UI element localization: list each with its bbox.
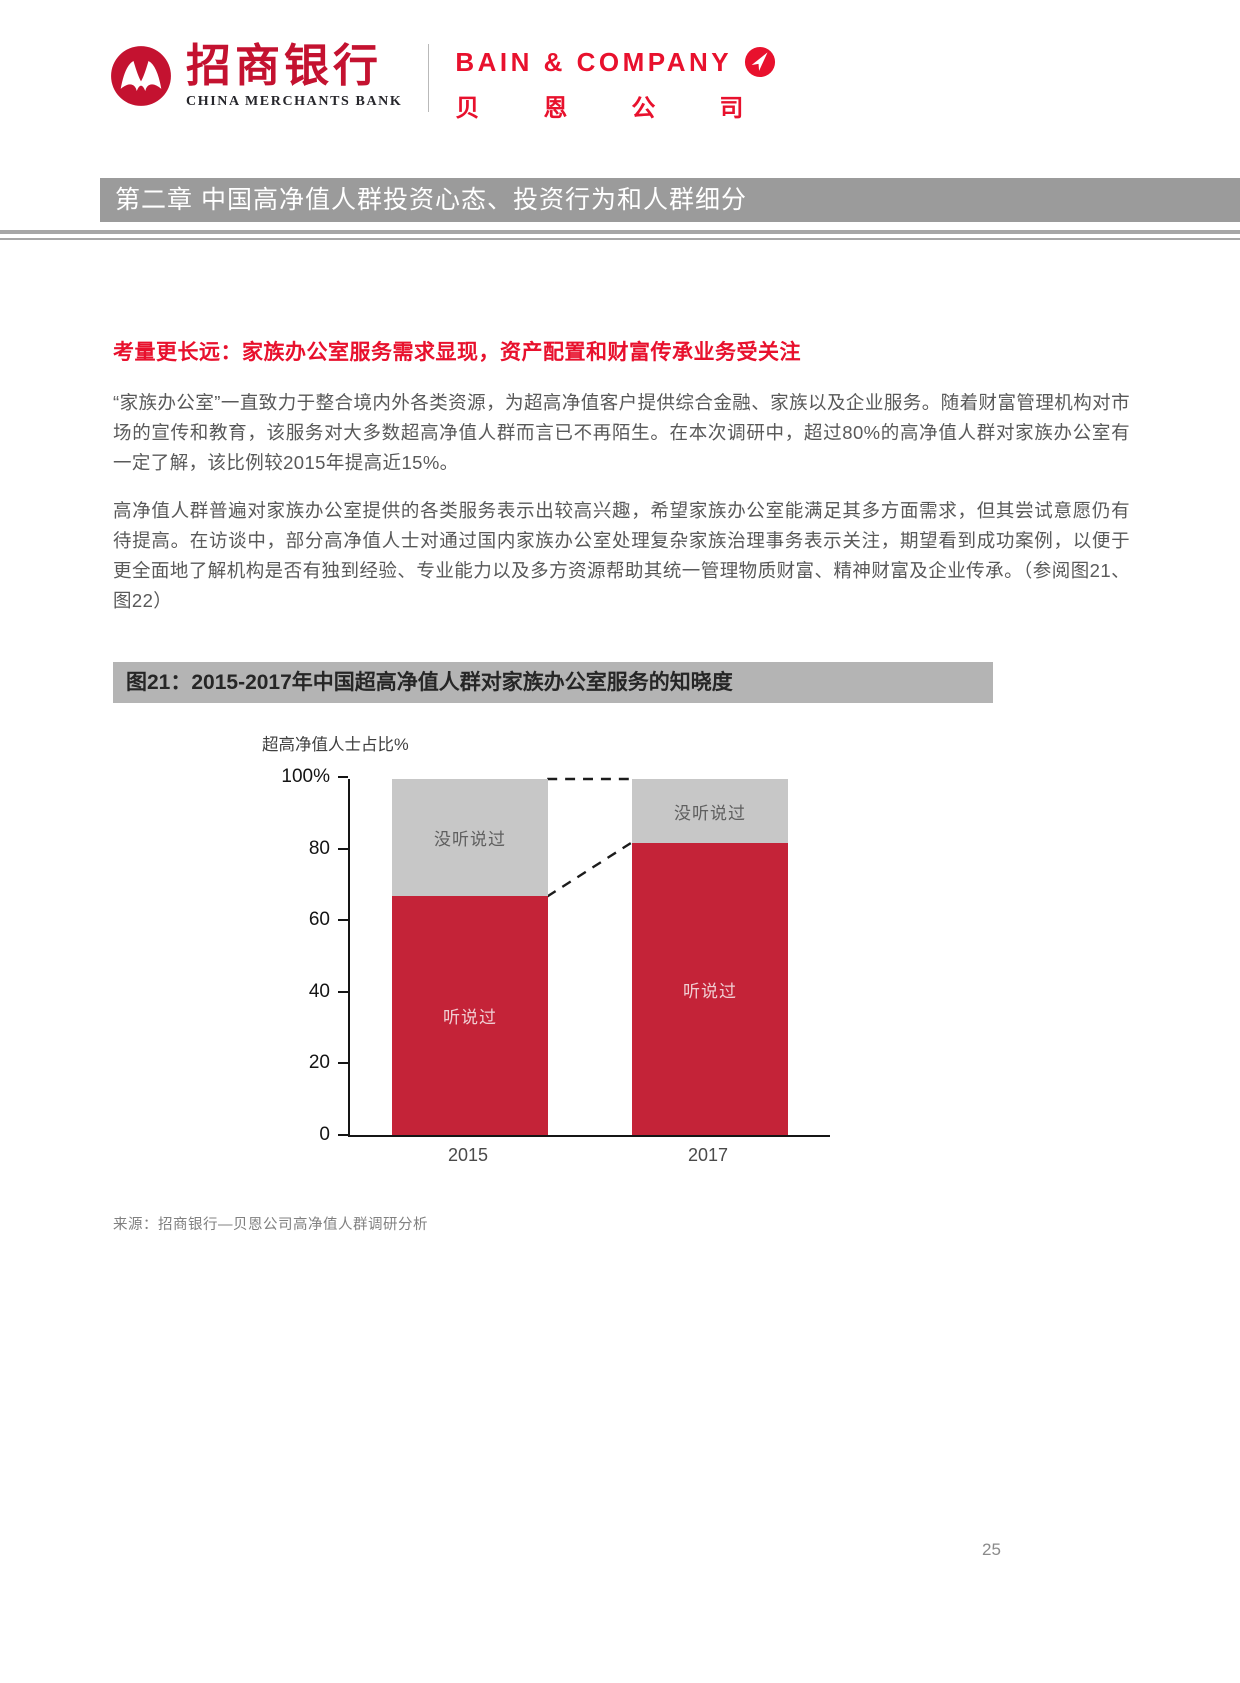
bar-segment-label: 没听说过 <box>434 830 506 850</box>
y-axis-tick-mark <box>338 1134 348 1136</box>
bar-segment-not-heard: 没听说过 <box>392 779 548 897</box>
y-axis-tick-label: 0 <box>319 1124 330 1145</box>
stacked-bar-2015: 没听说过 听说过 <box>392 779 548 1135</box>
cmb-logo-icon <box>111 46 171 107</box>
plot-area: 0 20 40 60 80 100% 没听说过 听说过 没听说过 听说过 <box>281 766 830 1145</box>
source-note: 来源：招商银行—贝恩公司高净值人群调研分析 <box>113 1217 428 1233</box>
cmb-name-en: CHINA MERCHANTS BANK <box>186 94 403 110</box>
figure-chart: 超高净值人士占比% 0 20 40 60 80 100% 没听说过 听说过 没听说过 听说过 20… <box>113 731 1130 1173</box>
divider-rule-thick <box>0 230 1240 234</box>
cmb-logo: 招商银行 CHINA MERCHANTS BANK <box>110 42 402 110</box>
bar-segment-heard: 听说过 <box>632 843 788 1135</box>
x-axis-tick-label: 2015 <box>447 1145 489 1165</box>
header-divider <box>428 44 430 112</box>
chapter-title: 第二章 中国高净值人群投资心态、投资行为和人群细分 <box>115 186 747 214</box>
x-axis-tick-label: 2017 <box>687 1145 729 1165</box>
figure-title-bar: 图21：2015-2017年中国超高净值人群对家族办公室服务的知晓度 <box>113 662 993 703</box>
y-axis-tick-mark <box>338 776 348 778</box>
y-axis-tick-mark <box>338 847 348 850</box>
bain-compass-icon <box>745 46 776 78</box>
page-number: 25 <box>982 1540 1001 1559</box>
section-heading: 考量更长远：家族办公室服务需求显现，资产配置和财富传承业务受关注 <box>113 341 801 364</box>
bar-segment-label: 没听说过 <box>674 803 746 823</box>
y-axis-tick-label: 100% <box>281 766 330 787</box>
cmb-name-cn: 招商银行 <box>186 39 383 92</box>
y-axis-tick-label: 80 <box>308 837 330 859</box>
cmb-wordmark: 招商银行 CHINA MERCHANTS BANK <box>186 42 402 110</box>
bar-segment-label: 听说过 <box>443 1008 497 1028</box>
stacked-bar-2017: 没听说过 听说过 <box>632 779 788 1135</box>
body-paragraph: 高净值人群普遍对家族办公室提供的各类服务表示出较高兴趣，希望家族办公室能满足其多… <box>113 500 1130 611</box>
y-axis-tick-label: 40 <box>308 980 330 1002</box>
bain-name-en: BAIN & COMPANY <box>455 46 733 77</box>
bain-logo: BAIN & COMPANY 贝恩公司 <box>455 42 776 123</box>
bar-segment-not-heard: 没听说过 <box>632 779 788 844</box>
y-axis-tick-label: 20 <box>308 1052 330 1074</box>
body-paragraph: “家族办公室”一直致力于整合境内外各类资源，为超高净值客户提供综合金融、家族以及… <box>113 392 1130 473</box>
bar-segment-label: 听说过 <box>683 981 737 1001</box>
chapter-title-bar: 第二章 中国高净值人群投资心态、投资行为和人群细分 <box>100 178 1240 222</box>
y-axis-tick-label: 60 <box>308 909 330 931</box>
y-axis-tick-mark <box>338 990 348 993</box>
figure-title: 图21：2015-2017年中国超高净值人群对家族办公室服务的知晓度 <box>126 671 733 694</box>
page-content: 考量更长远：家族办公室服务需求显现，资产配置和财富传承业务受关注 “家族办公室”… <box>0 336 1240 1234</box>
bain-name-cn: 贝恩公司 <box>455 95 743 122</box>
bar-segment-heard: 听说过 <box>392 896 548 1135</box>
x-axis-labels: 2015 2017 <box>348 1137 830 1173</box>
y-axis-tick-mark <box>338 919 348 922</box>
y-axis-title: 超高净值人士占比% <box>262 736 409 754</box>
divider-rule-thin <box>0 238 1240 240</box>
page-header: 招商银行 CHINA MERCHANTS BANK BAIN & COMPANY… <box>0 0 1240 132</box>
y-axis-tick-mark <box>338 1062 348 1065</box>
